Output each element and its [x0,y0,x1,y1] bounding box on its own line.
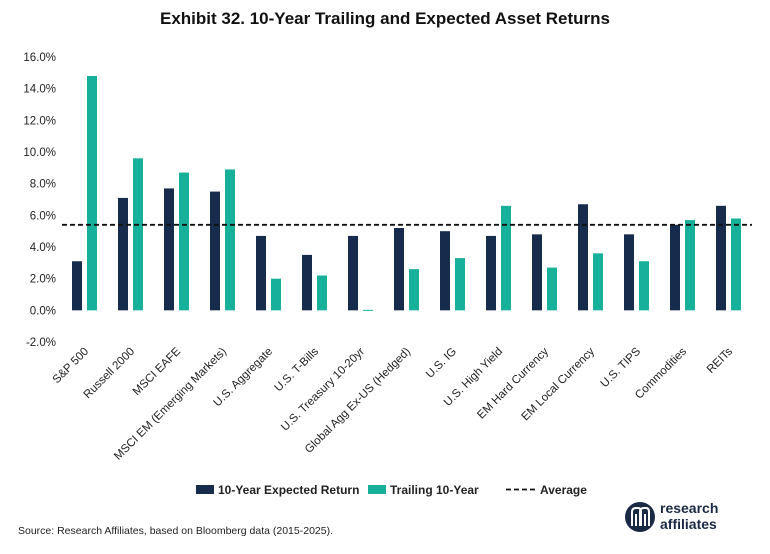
logo-text-line2: affiliates [660,516,717,532]
bar-trailing [639,261,649,311]
y-tick-label: 6.0% [30,210,56,222]
y-tick-label: 12.0% [23,115,56,127]
bar-expected [394,228,404,311]
bar-expected [670,224,680,311]
bar-expected [532,234,542,311]
bar-expected [256,235,266,311]
y-axis: -2.0% 0.0% 2.0% 4.0% 6.0% 8.0% 10.0% 12.0% 14.0%… [23,52,56,349]
bar-trailing [547,267,557,311]
y-tick-label: 4.0% [30,242,56,254]
legend-swatch-trailing [368,485,386,494]
bar-trailing [501,205,511,311]
y-tick-label: 14.0% [23,84,56,96]
y-tick-label: 0.0% [30,305,56,317]
source-note: Source: Research Affiliates, based on Bl… [18,525,333,537]
bar-expected [164,188,174,311]
legend-label-expected: 10-Year Expected Return [218,483,359,497]
x-category-label: S&P 500 [51,346,91,386]
x-category-label: REITs [705,345,735,375]
legend-label-trailing: Trailing 10-Year [390,483,479,497]
bar-trailing [271,278,281,311]
bar-expected [302,254,312,311]
x-category-label: U.S. T-Bills [273,345,322,394]
y-tick-label: 16.0% [23,52,56,64]
bar-expected [118,197,128,311]
bar-trailing [731,218,741,311]
bar-trailing [179,172,189,311]
logo-glyph-icon [631,507,650,526]
bar-trailing [87,76,97,311]
y-tick-label: 8.0% [30,179,56,191]
y-tick-label: 2.0% [30,274,56,286]
bar-trailing [225,169,235,311]
bar-expected [578,204,588,311]
logo-text-line1: research [660,500,718,516]
bar-trailing [363,309,373,311]
bar-expected [72,261,82,311]
y-tick-label: 10.0% [23,147,56,159]
legend: 10-Year Expected Return Trailing 10-Year A… [196,483,587,497]
bar-expected [624,234,634,311]
y-tick-label: -2.0% [26,337,56,349]
bar-expected [716,205,726,311]
bar-expected [348,235,358,311]
bar-expected [210,191,220,311]
bar-trailing [593,253,603,311]
x-category-label: U.S. TIPS [599,345,644,390]
research-affiliates-logo: research affiliates [625,500,718,532]
bar-trailing [133,158,143,311]
bar-trailing [317,275,327,311]
bars-group [72,76,741,311]
x-category-label: U.S. Treasury 10-20yr [279,346,367,434]
chart-title: Exhibit 32. 10-Year Trailing and Expecte… [160,9,610,28]
x-category-label: U.S. IG [424,346,459,381]
bar-expected [486,235,496,311]
bar-expected [440,231,450,311]
bar-trailing [685,220,695,311]
legend-swatch-expected [196,485,214,494]
bar-trailing [455,258,465,311]
legend-label-average: Average [540,483,587,497]
bar-trailing [409,269,419,311]
